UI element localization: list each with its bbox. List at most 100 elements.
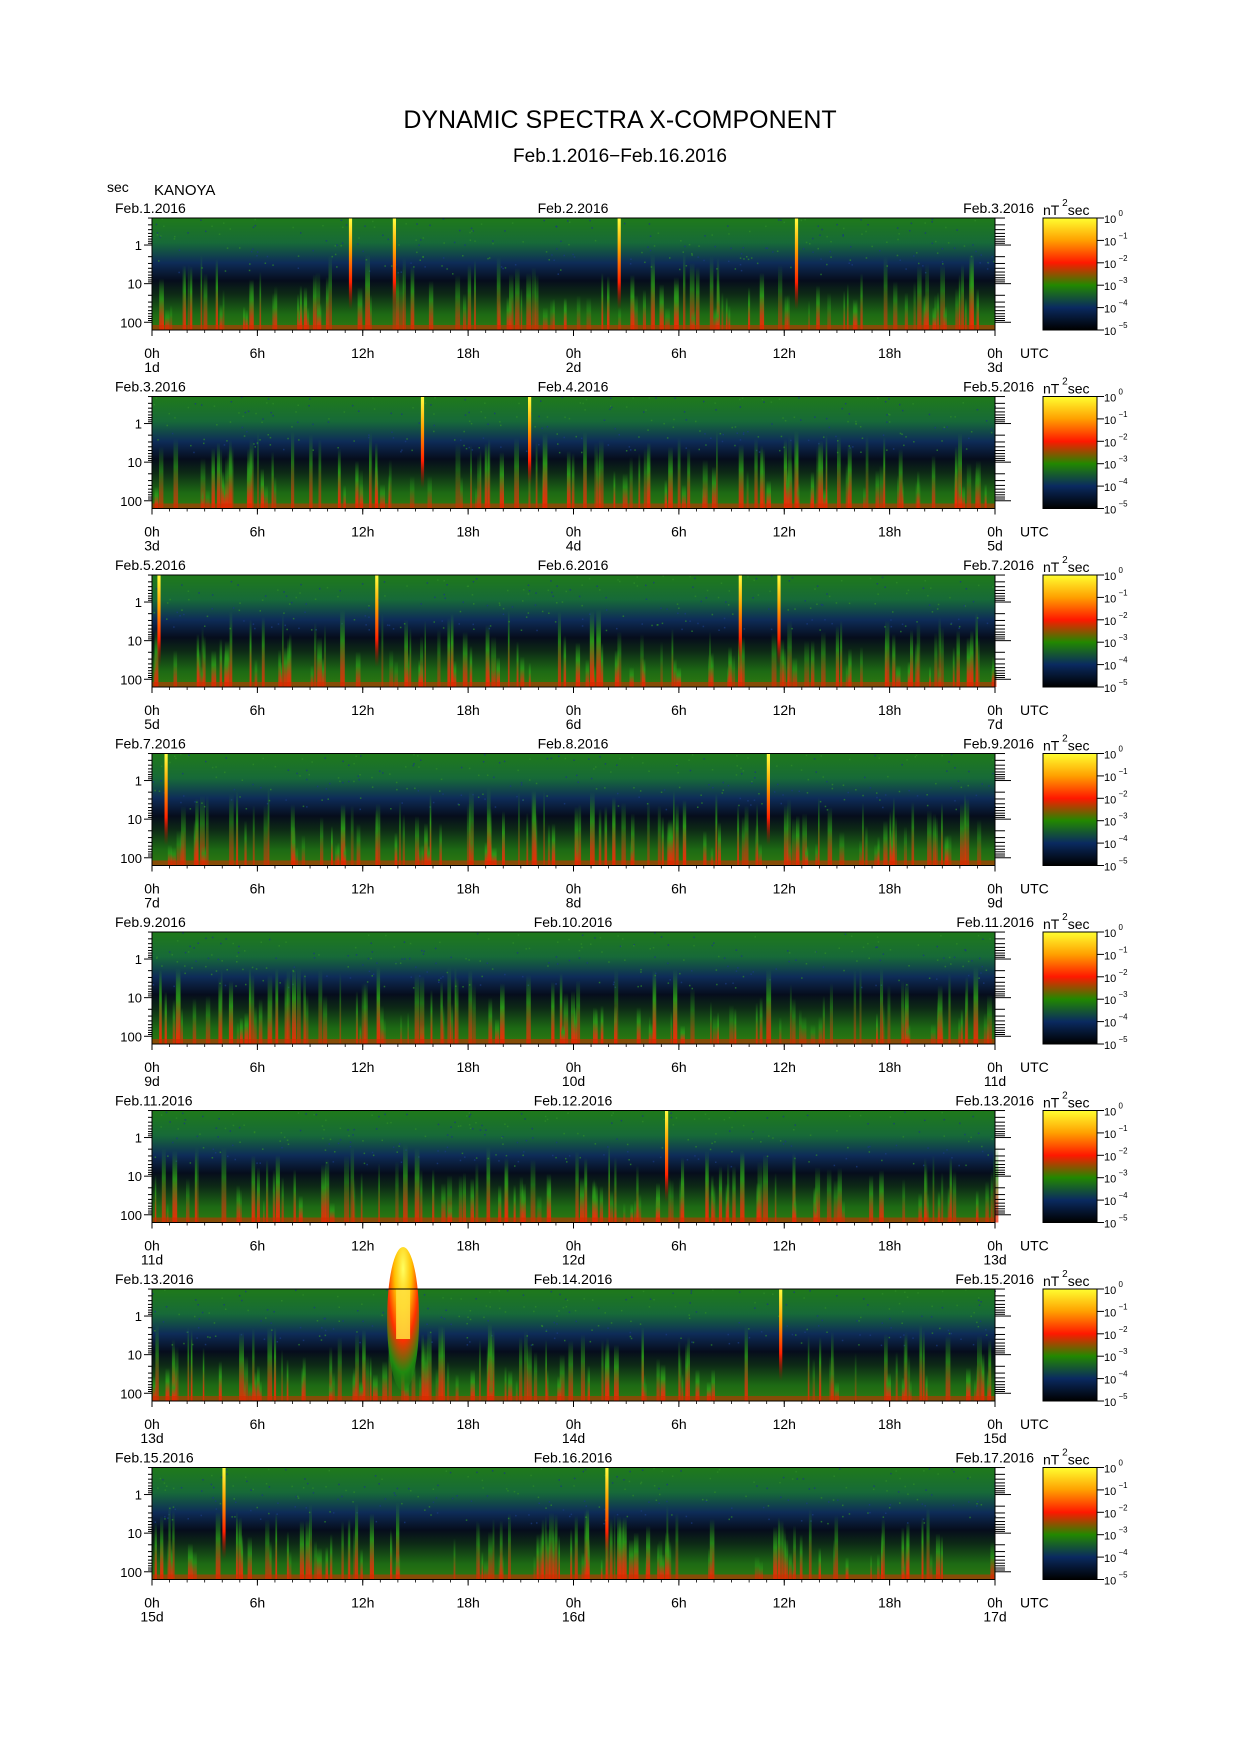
activity-burst bbox=[737, 805, 740, 866]
activity-burst bbox=[805, 846, 809, 866]
colorbar-unit-label: nT 2sec bbox=[1043, 198, 1089, 218]
noise-speck bbox=[339, 780, 341, 783]
activity-burst bbox=[466, 803, 471, 866]
activity-burst bbox=[250, 974, 255, 1044]
noise-speck bbox=[577, 1132, 579, 1135]
noise-speck bbox=[183, 795, 185, 797]
y-tick-label: 1 bbox=[135, 952, 142, 967]
noise-speck bbox=[634, 449, 636, 451]
noise-speck bbox=[695, 420, 697, 423]
noise-speck bbox=[844, 402, 847, 405]
noise-speck bbox=[936, 945, 938, 948]
noise-speck bbox=[423, 950, 425, 953]
noise-speck bbox=[520, 782, 523, 784]
activity-burst bbox=[929, 666, 931, 687]
activity-burst bbox=[937, 985, 943, 1044]
activity-burst bbox=[516, 641, 519, 687]
noise-speck bbox=[903, 444, 905, 447]
noise-speck bbox=[165, 1306, 168, 1308]
noise-speck bbox=[418, 244, 420, 246]
noise-speck bbox=[809, 1134, 812, 1136]
activity-burst bbox=[409, 627, 412, 687]
activity-burst bbox=[596, 451, 601, 509]
activity-burst bbox=[390, 1532, 393, 1580]
activity-burst bbox=[190, 1337, 193, 1401]
noise-speck bbox=[525, 616, 528, 618]
activity-burst bbox=[975, 612, 978, 687]
activity-burst bbox=[571, 453, 575, 509]
noise-speck bbox=[522, 241, 524, 243]
activity-burst bbox=[470, 1178, 474, 1223]
noise-speck bbox=[882, 953, 885, 955]
noise-speck bbox=[876, 583, 879, 585]
activity-burst bbox=[576, 840, 580, 866]
noise-speck bbox=[884, 626, 886, 628]
activity-burst bbox=[576, 980, 581, 1044]
y-tick-label: 100 bbox=[120, 1565, 142, 1580]
noise-speck bbox=[487, 257, 489, 260]
noise-speck bbox=[716, 983, 718, 986]
noise-speck bbox=[611, 1482, 614, 1484]
noise-speck bbox=[195, 960, 197, 962]
activity-burst bbox=[253, 1006, 257, 1044]
colorbar-level-label: 10 0 bbox=[1104, 1280, 1123, 1297]
noise-speck bbox=[368, 434, 370, 436]
noise-speck bbox=[826, 809, 829, 811]
activity-burst bbox=[447, 1175, 453, 1223]
noise-speck bbox=[751, 782, 753, 784]
noise-speck bbox=[457, 1125, 460, 1128]
x-tick-label: 0h bbox=[987, 702, 1003, 718]
activity-burst bbox=[992, 656, 995, 687]
noise-speck bbox=[462, 601, 464, 603]
noise-speck bbox=[616, 1513, 619, 1516]
noise-speck bbox=[847, 791, 849, 794]
noise-speck bbox=[498, 762, 501, 764]
activity-burst bbox=[550, 299, 555, 330]
noise-speck bbox=[204, 1343, 207, 1346]
noise-speck bbox=[445, 1309, 447, 1312]
noise-speck bbox=[183, 1122, 186, 1125]
activity-burst bbox=[429, 794, 432, 866]
noise-speck bbox=[404, 958, 406, 960]
storm-core bbox=[396, 1289, 411, 1339]
noise-speck bbox=[842, 784, 845, 786]
activity-burst bbox=[176, 830, 182, 866]
noise-speck bbox=[347, 955, 349, 957]
noise-speck bbox=[489, 1291, 491, 1294]
noise-speck bbox=[836, 1130, 838, 1132]
noise-speck bbox=[181, 609, 183, 611]
noise-speck bbox=[937, 1473, 939, 1475]
noise-speck bbox=[295, 1495, 298, 1498]
noise-speck bbox=[666, 608, 668, 610]
noise-speck bbox=[504, 1311, 507, 1313]
activity-burst bbox=[468, 970, 473, 1044]
noise-speck bbox=[302, 1487, 305, 1489]
activity-burst bbox=[171, 847, 176, 866]
noise-speck bbox=[620, 1309, 623, 1312]
noise-speck bbox=[886, 414, 888, 416]
noise-speck bbox=[313, 1113, 315, 1116]
noise-speck bbox=[164, 1289, 166, 1291]
colorbar-level-label: 10 −5 bbox=[1104, 1035, 1128, 1052]
activity-burst bbox=[423, 1338, 428, 1401]
noise-speck bbox=[324, 1521, 326, 1523]
station-label: KANOYA bbox=[154, 182, 215, 199]
noise-speck bbox=[820, 273, 822, 276]
noise-speck bbox=[428, 1506, 431, 1508]
noise-speck bbox=[436, 1512, 439, 1514]
noise-speck bbox=[628, 446, 631, 448]
activity-burst bbox=[541, 1519, 545, 1580]
noise-speck bbox=[910, 222, 913, 225]
noise-speck bbox=[628, 1480, 631, 1483]
noise-speck bbox=[869, 1511, 871, 1514]
noise-speck bbox=[541, 427, 543, 430]
activity-burst bbox=[788, 1552, 792, 1580]
activity-burst bbox=[973, 966, 979, 1044]
activity-burst bbox=[320, 817, 324, 866]
noise-speck bbox=[491, 1470, 494, 1472]
noise-speck bbox=[888, 421, 891, 423]
activity-burst bbox=[958, 274, 961, 330]
activity-burst bbox=[974, 1379, 977, 1401]
noise-speck bbox=[249, 263, 251, 265]
noise-speck bbox=[788, 960, 790, 963]
